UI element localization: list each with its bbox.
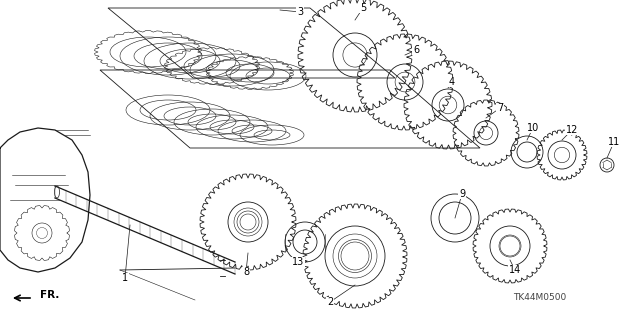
Text: 7: 7 <box>497 103 503 113</box>
Text: 8: 8 <box>243 267 249 277</box>
Text: 3: 3 <box>297 7 303 17</box>
Text: 1: 1 <box>122 273 128 283</box>
Text: FR.: FR. <box>40 290 60 300</box>
Text: 6: 6 <box>413 45 419 55</box>
Text: TK44M0500: TK44M0500 <box>513 293 566 302</box>
Text: 14: 14 <box>509 265 521 275</box>
Text: 10: 10 <box>527 123 539 133</box>
Text: 2: 2 <box>327 297 333 307</box>
Text: 12: 12 <box>566 125 578 135</box>
Text: 5: 5 <box>360 3 366 13</box>
Text: 11: 11 <box>608 137 620 147</box>
Text: 13: 13 <box>292 257 304 267</box>
Text: 9: 9 <box>459 189 465 199</box>
Text: 4: 4 <box>449 77 455 87</box>
